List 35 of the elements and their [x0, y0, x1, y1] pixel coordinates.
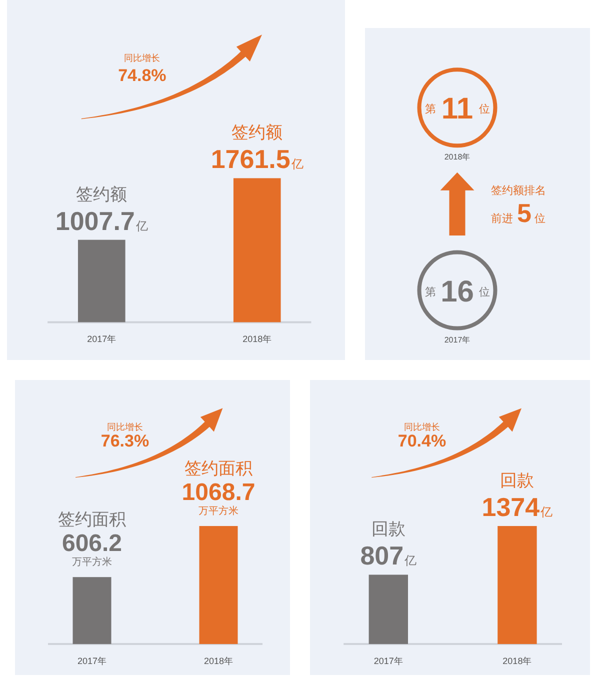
text: 签约额排名	[491, 184, 546, 197]
data-label: 1374亿	[482, 492, 553, 522]
text: 70.4%	[398, 431, 446, 450]
text: 签约面积	[184, 459, 252, 478]
text: 同比增长	[404, 422, 440, 432]
text: 76.3%	[100, 431, 150, 450]
text: 签约额	[76, 184, 128, 204]
text: 同比增长	[124, 53, 160, 64]
data-label: 606.2	[62, 530, 122, 558]
text: 位	[478, 104, 490, 116]
text: 2018年	[444, 152, 470, 162]
text: 位	[534, 213, 546, 226]
text: 同比增长	[107, 422, 143, 432]
text: 第	[424, 104, 436, 116]
x-tick-label: 2018年	[502, 656, 532, 666]
text: 签约面积	[58, 510, 126, 530]
text: 74.8%	[118, 66, 166, 85]
annotation: 万平方米	[72, 556, 112, 568]
data-label: 1007.7亿	[55, 206, 148, 236]
data-label: 807亿	[360, 540, 417, 571]
text: 前进	[491, 213, 513, 226]
text: 第	[424, 286, 436, 298]
text: 11	[441, 92, 474, 126]
text: 万平方米	[198, 505, 238, 518]
text: 位	[478, 286, 490, 298]
x-tick-label: 2018年	[204, 656, 234, 666]
data-label: 1068.7	[182, 479, 256, 506]
text: 5	[517, 198, 532, 228]
x-tick-label: 2017年	[77, 656, 107, 666]
text: 回款	[371, 520, 406, 539]
x-tick-label: 2017年	[374, 656, 403, 666]
text: 16	[440, 275, 474, 308]
text: 回款	[500, 471, 534, 490]
text: 签约额	[232, 123, 283, 142]
data-label: 1761.5亿	[210, 144, 304, 174]
